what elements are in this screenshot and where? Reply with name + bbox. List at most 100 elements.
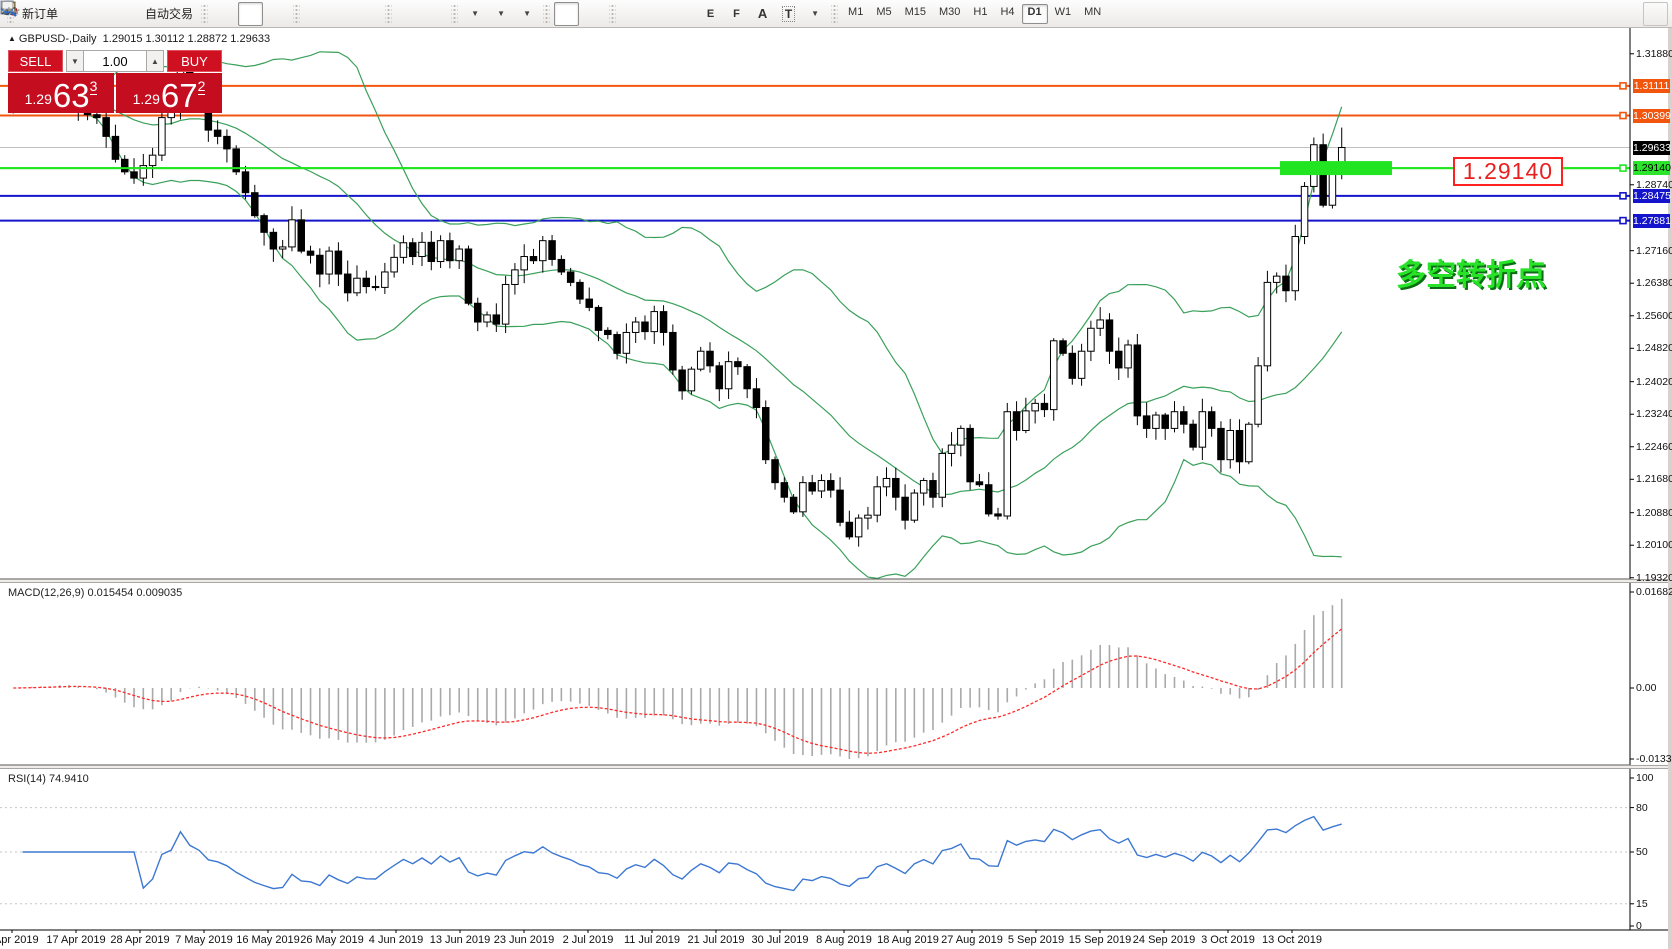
one-click-trading-panel: SELL ▼ ▲ BUY 1.29 63 3 1.29 67 2	[8, 50, 222, 113]
line-end-marker	[1619, 216, 1627, 225]
volume-input[interactable]	[84, 50, 146, 72]
candle-body	[408, 242, 417, 258]
candle-body	[613, 334, 621, 354]
rsi-pane-splitter[interactable]	[0, 765, 1668, 769]
candle-body	[288, 219, 296, 248]
candle-body	[780, 482, 789, 498]
candlestick-chart-button[interactable]	[2, 1, 264, 26]
candle-body	[1115, 350, 1123, 369]
vertical-line-tool-button[interactable]	[6, 1, 645, 26]
autotrade-button[interactable]: 自动交易	[1, 2, 197, 26]
price-annotation-box[interactable]: 1.29140	[1453, 157, 1563, 186]
dropdown-caret: ▼	[471, 9, 479, 18]
price-chart-canvas[interactable]	[0, 28, 1668, 949]
timeframe-mn-button[interactable]: MN	[1084, 5, 1102, 18]
community-button[interactable]	[0, 2, 114, 26]
macd-signal-line	[13, 628, 1343, 754]
candle-body	[817, 480, 826, 492]
zoom-out-button[interactable]	[1, 1, 355, 26]
timeframe-m30-button[interactable]: M30	[939, 5, 961, 18]
price-line-badge: 1.27881	[1633, 213, 1671, 228]
candle-body	[910, 492, 919, 521]
styler-button[interactable]	[2, 1, 88, 26]
candle-body	[1254, 365, 1262, 425]
sell-price-main: 1.29	[24, 91, 52, 107]
toolbar-grip[interactable]	[201, 3, 209, 24]
sell-button[interactable]: SELL	[8, 50, 63, 72]
candle-body	[1031, 402, 1039, 412]
rsi-line	[22, 815, 1342, 892]
chart-shift-button[interactable]	[1, 2, 447, 26]
candle-body	[864, 514, 872, 519]
timeframe-m1-button[interactable]: M1	[848, 5, 864, 18]
price-tick-label: 1.31880	[1636, 47, 1672, 60]
sell-price-display[interactable]: 1.29 63 3	[8, 73, 114, 113]
timeframe-m5-button[interactable]: M5	[876, 5, 892, 18]
text-tool-button[interactable]: A	[750, 2, 775, 26]
candle-body	[325, 250, 333, 275]
search-button[interactable]	[1, 1, 1642, 26]
candle-body	[715, 365, 724, 390]
candle-body	[139, 165, 148, 179]
toolbar-grip[interactable]	[543, 3, 551, 24]
candle-body	[984, 484, 993, 515]
candle-body	[873, 486, 881, 516]
candle-body	[390, 256, 398, 273]
channel-letter: E	[706, 7, 715, 20]
price-line-badge: 1.29140	[1633, 161, 1671, 176]
chinese-annotation-text[interactable]: 多空转折点	[1396, 259, 1546, 292]
candle-body	[278, 246, 287, 250]
shapes-tool-button[interactable]: ▼	[3, 2, 827, 26]
label-tool-button[interactable]: T	[776, 2, 801, 26]
candle-body	[1263, 281, 1272, 367]
buy-button[interactable]: BUY	[167, 50, 222, 72]
timeframe-h1-button[interactable]: H1	[973, 5, 988, 18]
fibonacci-tool-button[interactable]: F	[1, 2, 749, 26]
crosshair-tool-button[interactable]	[1, 1, 605, 26]
buy-price-display[interactable]: 1.29 67 2	[116, 73, 222, 113]
new-order-button[interactable]: 新订单	[0, 0, 62, 26]
toolbar-grip[interactable]	[609, 3, 617, 24]
candle-body	[436, 240, 445, 263]
candle-body	[241, 171, 250, 194]
templates-button[interactable]: ▼	[1, 1, 539, 26]
toolbar-grip[interactable]	[385, 3, 393, 24]
dropdown-caret: ▼	[497, 9, 505, 18]
toolbar-grip[interactable]	[451, 3, 459, 24]
toolbar-grip[interactable]	[831, 3, 839, 24]
periods-button[interactable]: ▼	[0, 0, 513, 26]
timeframe-h4-button[interactable]: H4	[1000, 5, 1015, 18]
chat-button[interactable]	[1, 0, 1668, 26]
chart-window[interactable]: ▲ GBPUSD-,Daily 1.29015 1.30112 1.28872 1…	[0, 28, 1672, 949]
timeframe-d1-button[interactable]: D1	[1021, 3, 1048, 24]
candle-body	[585, 298, 593, 308]
rsi-scale-label: 50	[1636, 846, 1648, 858]
candle-body	[232, 148, 240, 173]
cursor-tool-button[interactable]	[2, 0, 580, 26]
volume-increase-button[interactable]: ▲	[146, 50, 164, 72]
indicators-button[interactable]: ▼	[0, 0, 487, 26]
horizontal-line-tool-button[interactable]	[1, 2, 671, 26]
candle-body	[752, 388, 761, 409]
macd-pane-splitter[interactable]	[0, 579, 1668, 583]
auto-scroll-button[interactable]	[1, 2, 421, 26]
price-tick-label: 1.24820	[1636, 342, 1672, 355]
channel-tool-button[interactable]: E	[0, 1, 723, 26]
volume-decrease-button[interactable]: ▼	[66, 50, 84, 72]
signals-button[interactable]	[1, 0, 140, 26]
candle-body	[594, 306, 603, 331]
tile-windows-button[interactable]	[0, 1, 381, 26]
line-chart-button[interactable]	[0, 1, 289, 26]
timeframe-w1-button[interactable]: W1	[1054, 5, 1072, 18]
zoom-in-button[interactable]	[1, 1, 329, 26]
candle-body	[1105, 319, 1114, 352]
toolbar-grip[interactable]	[293, 3, 301, 24]
macd-scale-label: 0.016825	[1636, 586, 1672, 598]
trendline-tool-button[interactable]	[1, 1, 697, 26]
price-line-badge: 1.29633	[1633, 140, 1671, 155]
candle-body	[1272, 275, 1281, 283]
candle-body	[706, 350, 714, 367]
timeframe-m15-button[interactable]: M15	[904, 5, 926, 18]
bar-chart-button[interactable]	[1, 2, 237, 26]
collapse-triangle-icon[interactable]: ▲	[8, 34, 16, 43]
